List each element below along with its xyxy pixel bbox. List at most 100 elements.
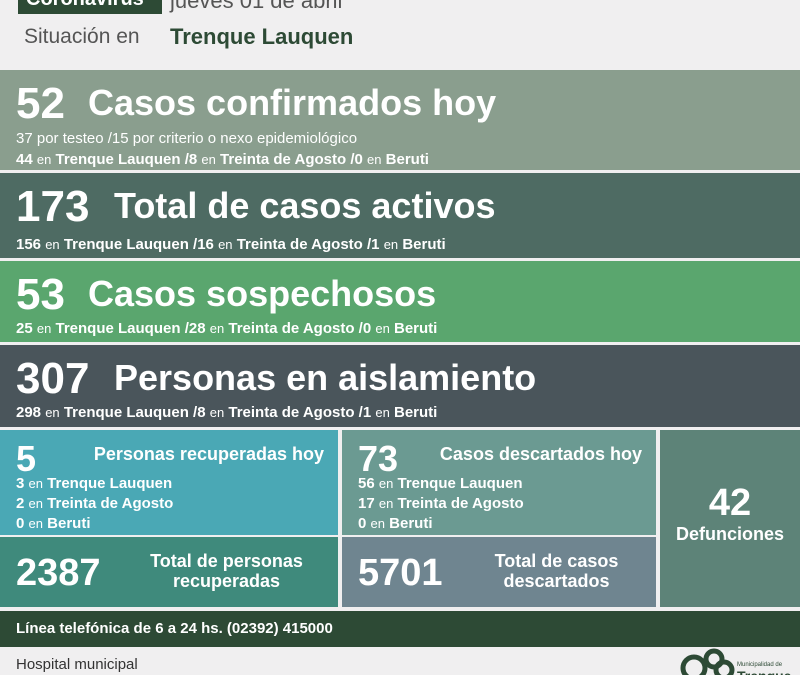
count: /8 [184, 151, 198, 168]
panel-number: 173 [16, 182, 90, 231]
joiner: en [201, 152, 216, 167]
panel-title: Personas en aislamiento [114, 357, 537, 398]
place: Treinta de Agosto [228, 320, 355, 337]
count: 56 [358, 475, 375, 492]
breakdown-line: 156 en Trenque Lauquen /16 en Treinta de… [16, 236, 446, 254]
header-date: jueves 01 de abril [170, 0, 343, 13]
place: Treinta de Agosto [236, 236, 363, 253]
joiner: en [367, 152, 382, 167]
count: 298 [16, 404, 42, 421]
summary-panel: 307 Personas en aislamiento 298 en Trenque… [0, 345, 800, 427]
count: 3 [16, 475, 25, 492]
daily-number: 5 [16, 438, 37, 479]
count: /16 [193, 236, 214, 253]
count: 17 [358, 495, 375, 512]
joiner: en [209, 321, 225, 336]
count: /0 [358, 320, 372, 337]
count: 0 [16, 515, 25, 532]
place: Trenque Lauquen [55, 151, 181, 168]
summary-panel: 53 Casos sospechosos 25 en Trenque Lauquen… [0, 261, 800, 342]
deaths-label: Defunciones [675, 524, 785, 544]
place: Trenque Lauquen [47, 475, 173, 492]
total-label: Total de casos descartados [494, 551, 619, 591]
logo-mark [680, 648, 735, 675]
count: /8 [193, 404, 206, 421]
place: Treinta de Agosto [228, 404, 355, 421]
panel-note: 37 por testeo /15 por criterio o nexo ep… [16, 130, 358, 147]
joiner: en [375, 321, 390, 336]
daily-title: Casos descartados hoy [439, 444, 642, 464]
breakdown-line: 298 en Trenque Lauquen /8 en Treinta de … [16, 404, 437, 422]
place: Beruti [393, 404, 438, 421]
logo-name: Trenque [737, 668, 791, 675]
recovered-total-panel: 2387 Total de personas recuperadas [0, 537, 338, 607]
joiner: en [378, 476, 394, 491]
logo-small: Municipalidad de [737, 662, 783, 668]
joiner: en [36, 321, 52, 336]
joiner: en [28, 476, 43, 491]
header-tag-text: Coronavirus [26, 0, 144, 11]
situation-place: Trenque Lauquen [170, 24, 354, 49]
panel-number: 53 [16, 270, 65, 319]
phone-text: Línea telefónica de 6 a 24 hs. (02392) 4… [16, 620, 333, 637]
place: Beruti [385, 151, 429, 168]
place: Treinta de Agosto [397, 495, 524, 512]
breakdown-line: 2 en Treinta de Agosto [16, 495, 173, 513]
joiner: en [370, 516, 385, 531]
place: Trenque Lauquen [55, 320, 181, 337]
recovered-panel: 5 Personas recuperadas hoy 3 en Trenque La… [0, 430, 338, 535]
count: 156 [16, 236, 42, 253]
total-label: Total de personas recuperadas [150, 551, 303, 591]
breakdown-line: 3 en Trenque Lauquen [16, 475, 172, 493]
summary-panel: 52 Casos confirmados hoy 37 por testeo /15… [0, 70, 800, 170]
total-number: 2387 [16, 552, 101, 594]
discarded-panel: 73 Casos descartados hoy 56 en Trenque Lau… [342, 430, 656, 535]
place: Treinta de Agosto [47, 495, 174, 512]
deaths-panel: 42 Defunciones [660, 430, 800, 607]
daily-title: Personas recuperadas hoy [93, 444, 324, 464]
deaths-number: 42 [708, 482, 752, 524]
count: 44 [16, 151, 33, 168]
joiner: en [218, 237, 233, 252]
joiner: en [375, 405, 390, 420]
panel-title: Casos confirmados hoy [88, 82, 497, 123]
count: 0 [358, 515, 367, 532]
hospital-label: Hospital municipal [16, 656, 138, 673]
joiner: en [28, 516, 43, 531]
joiner: en [28, 496, 43, 511]
place: Trenque Lauquen [63, 404, 189, 421]
discarded-total-panel: 5701 Total de casos descartados [342, 537, 656, 607]
count: /1 [367, 236, 380, 253]
joiner: en [383, 237, 399, 252]
place: Beruti [393, 320, 438, 337]
breakdown-line: 0 en Beruti [358, 515, 433, 533]
daily-number: 73 [358, 438, 399, 479]
count: 25 [16, 320, 33, 337]
count: /28 [184, 320, 206, 337]
joiner: en [45, 237, 60, 252]
place: Trenque Lauquen [63, 236, 189, 253]
total-number: 5701 [358, 552, 443, 594]
header-tag: Coronavirus [18, 0, 162, 14]
place: Beruti [47, 515, 91, 532]
place: Treinta de Agosto [220, 151, 347, 168]
joiner: en [378, 496, 394, 511]
panel-title: Casos sospechosos [88, 273, 437, 314]
count: 2 [16, 495, 25, 512]
joiner: en [45, 405, 60, 420]
summary-panel: 173 Total de casos activos 156 en Trenque … [0, 173, 800, 258]
breakdown-line: 17 en Treinta de Agosto [358, 495, 524, 513]
joiner: en [209, 405, 225, 420]
panel-number: 307 [16, 354, 90, 403]
joiner: en [36, 152, 52, 167]
breakdown-line: 0 en Beruti [16, 515, 91, 533]
breakdown-line: 25 en Trenque Lauquen /28 en Treinta de … [16, 320, 437, 338]
breakdown-line: 44 en Trenque Lauquen /8 en Treinta de A… [16, 151, 429, 169]
place: Beruti [389, 515, 433, 532]
breakdown-line: 56 en Trenque Lauquen [358, 475, 523, 493]
situation-label: Situación en [24, 25, 140, 48]
panel-number: 52 [16, 79, 65, 128]
count: /1 [358, 404, 372, 421]
count: /0 [350, 151, 363, 168]
